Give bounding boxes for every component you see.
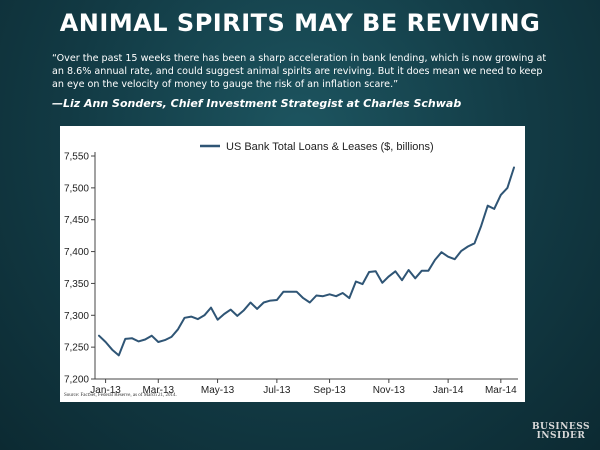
data-point xyxy=(282,291,284,293)
y-tick-label: 7,500 xyxy=(64,183,89,194)
data-point xyxy=(401,279,403,281)
data-point xyxy=(480,225,482,227)
data-point xyxy=(276,299,278,301)
data-point xyxy=(375,270,377,272)
data-point xyxy=(506,187,508,189)
data-point xyxy=(236,315,238,317)
y-tick-label: 7,450 xyxy=(64,215,89,226)
data-point xyxy=(138,340,140,342)
data-point xyxy=(348,297,350,299)
data-point xyxy=(460,250,462,252)
y-axis: 7,200 7,250 7,300 7,350 7,400 7,450 7,500 7,550 xyxy=(64,152,96,386)
x-tick-label: Jul-13 xyxy=(263,385,291,396)
data-point xyxy=(362,283,364,285)
series-layer xyxy=(98,166,515,357)
data-point xyxy=(322,295,324,297)
x-tick-label: Jan-14 xyxy=(433,385,464,396)
quote-attribution: —Liz Ann Sonders, Chief Investment Strat… xyxy=(52,97,462,110)
data-point xyxy=(256,308,258,310)
data-point xyxy=(118,354,120,356)
data-point xyxy=(223,313,225,315)
data-point xyxy=(474,242,476,244)
data-point xyxy=(434,259,436,261)
chart-source-note: Source: FactSet, Federal Reserve, as of … xyxy=(64,393,177,398)
data-point xyxy=(250,302,252,304)
data-point xyxy=(203,314,205,316)
y-tick-label: 7,350 xyxy=(64,279,89,290)
data-point xyxy=(421,270,423,272)
data-point xyxy=(230,309,232,311)
data-point xyxy=(197,318,199,320)
y-tick-label: 7,200 xyxy=(64,375,89,386)
data-point xyxy=(447,256,449,258)
data-point xyxy=(487,205,489,207)
data-point xyxy=(454,258,456,260)
data-point xyxy=(164,339,166,341)
data-point xyxy=(467,246,469,248)
x-axis: Jan-13 Mar-13 May-13 Jul-13 Sep-13 Nov-13 Jan-… xyxy=(90,378,518,396)
data-point xyxy=(263,302,265,304)
data-point xyxy=(217,319,219,321)
business-insider-logo: BUSINESS INSIDER xyxy=(532,423,590,441)
data-point xyxy=(190,316,192,318)
data-point xyxy=(493,208,495,210)
data-point xyxy=(105,341,107,343)
data-point xyxy=(210,307,212,309)
data-point xyxy=(131,337,133,339)
data-point xyxy=(342,292,344,294)
brand-line-1: BUSINESS xyxy=(531,422,590,432)
data-point xyxy=(408,269,410,271)
line-chart: US Bank Total Loans & Leases ($, billion… xyxy=(64,141,518,398)
x-tick-label: Mar-14 xyxy=(485,385,517,396)
data-point xyxy=(111,349,113,351)
data-point xyxy=(388,275,390,277)
chart-card: US Bank Total Loans & Leases ($, billion… xyxy=(60,126,525,402)
data-point xyxy=(315,295,317,297)
data-point xyxy=(335,295,337,297)
data-point xyxy=(289,291,291,293)
data-point xyxy=(269,300,271,302)
data-point xyxy=(427,270,429,272)
data-point xyxy=(414,277,416,279)
data-point xyxy=(98,335,100,337)
data-point xyxy=(144,339,146,341)
data-point xyxy=(296,291,298,293)
data-point xyxy=(124,338,126,340)
data-point xyxy=(394,270,396,272)
data-point xyxy=(309,302,311,304)
headline: ANIMAL SPIRITS MAY BE REVIVING xyxy=(59,9,541,37)
data-point xyxy=(302,297,304,299)
data-point xyxy=(368,271,370,273)
brand-line-2: INSIDER xyxy=(536,431,586,441)
data-point xyxy=(381,282,383,284)
x-tick-label: Nov-13 xyxy=(373,385,406,396)
data-point xyxy=(441,251,443,253)
data-point xyxy=(177,328,179,330)
legend-label: US Bank Total Loans & Leases ($, billion… xyxy=(226,141,434,153)
y-tick-label: 7,250 xyxy=(64,343,89,354)
data-point xyxy=(171,336,173,338)
data-point xyxy=(329,293,331,295)
y-tick-label: 7,550 xyxy=(64,152,89,163)
chart-legend: US Bank Total Loans & Leases ($, billion… xyxy=(200,141,434,153)
x-tick-label: Mar-13 xyxy=(142,385,174,396)
y-tick-label: 7,300 xyxy=(64,311,89,322)
x-tick-label: Sep-13 xyxy=(313,385,346,396)
data-point xyxy=(184,317,186,319)
data-point xyxy=(355,281,357,283)
data-point xyxy=(500,194,502,196)
series-line-us-bank-loans xyxy=(98,166,515,357)
y-tick-label: 7,400 xyxy=(64,247,89,258)
x-tick-label: May-13 xyxy=(201,385,235,396)
data-point xyxy=(151,335,153,337)
data-point xyxy=(513,167,515,169)
data-point xyxy=(243,309,245,311)
x-tick-label: Jan-13 xyxy=(90,385,121,396)
quote-text: “Over the past 15 weeks there has been a… xyxy=(52,53,547,90)
data-point xyxy=(157,341,159,343)
